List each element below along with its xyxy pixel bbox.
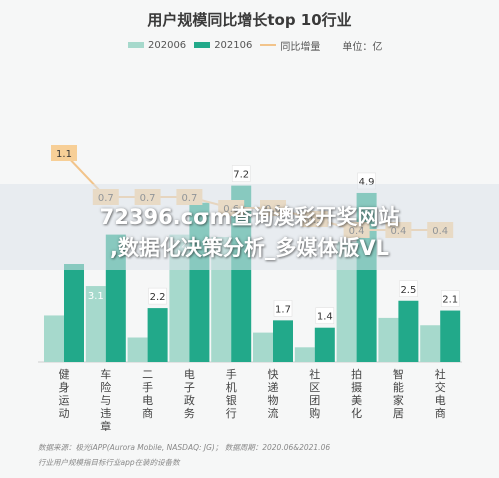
watermark-text-line2: ,数据化决策分析_多媒体版VL: [109, 236, 390, 260]
bar-202006-7: [336, 241, 357, 362]
category-label-5-0: 快: [268, 368, 279, 381]
unit-label: 单位：亿: [342, 41, 383, 53]
category-label-1-2: 与: [100, 394, 111, 407]
category-label-2-3: 商: [142, 406, 153, 420]
legend-label-growth: 同比增量: [280, 41, 321, 53]
legend-swatch-202106: [194, 42, 211, 48]
category-label-1-0: 车: [100, 367, 111, 381]
category-label-5-1: 递: [268, 380, 279, 394]
category-label-7-1: 摄: [351, 380, 362, 394]
bar-202106-5: [273, 320, 293, 362]
bar-label-bg-202106-9: [440, 290, 460, 307]
category-label-6-1: 区: [309, 381, 320, 394]
category-label-9-2: 电: [435, 394, 446, 407]
category-label-8-2: 家: [393, 393, 404, 407]
category-label-3-0: 电: [184, 368, 195, 381]
category-label-7-3: 化: [351, 406, 362, 420]
bar-label-bg-202106-5: [273, 300, 293, 317]
bar-202006-6: [294, 347, 315, 362]
watermark-text-line1: 72396.cσm查询澳彩开奖网站: [99, 205, 400, 229]
category-label-2-0: 二: [142, 368, 153, 381]
category-label-7-0: 拍: [351, 367, 362, 381]
category-label-3-2: 政: [184, 393, 195, 407]
watermark-band: [0, 184, 499, 270]
bar-label-202106-5: 1.7: [275, 304, 291, 315]
category-label-8-3: 居: [393, 407, 404, 420]
bar-label-202106-2: 2.2: [150, 292, 166, 303]
category-label-5-3: 流: [268, 406, 279, 420]
bar-202106-9: [440, 310, 461, 362]
bar-label-202106-8: 2.5: [400, 285, 416, 296]
category-label-0-3: 动: [59, 407, 70, 420]
category-label-4-2: 银: [226, 393, 237, 407]
category-label-1-3: 违: [100, 407, 111, 420]
category-label-3-3: 务: [184, 407, 195, 420]
category-label-8-1: 能: [393, 380, 404, 394]
bar-label-202106-9: 2.1: [442, 295, 458, 306]
category-label-6-3: 购: [309, 406, 320, 420]
bar-202106-6: [314, 327, 335, 362]
bar-202006-2: [127, 337, 148, 362]
category-label-9-0: 社: [435, 367, 446, 381]
bar-label-bg-202106-2: [148, 287, 167, 305]
bar-label-202106-7: 4.9: [359, 177, 375, 188]
category-label-9-3: 商: [435, 406, 446, 420]
legend-label-202006: 202006: [148, 39, 187, 51]
category-label-9-1: 交: [435, 380, 446, 394]
category-label-5-2: 物: [268, 393, 279, 407]
category-label-2-2: 电: [142, 394, 153, 407]
category-label-4-1: 机: [226, 380, 237, 394]
category-label-3-1: 子: [184, 381, 195, 394]
bar-202006-5: [253, 332, 273, 362]
bar-202106-2: [147, 308, 168, 362]
bar-label-bg-202106-6: [315, 307, 335, 324]
bar-202006-1: [85, 286, 106, 362]
legend-swatch-202006: [128, 42, 144, 48]
bar-label-202006-1: 3.1: [88, 291, 104, 302]
bar-label-202106-6: 1.4: [317, 312, 333, 323]
chart-legend: 202006 202106 同比增量 单位：亿: [128, 38, 383, 53]
growth-point-bg-0: [51, 145, 77, 161]
legend-swatch-growth: [260, 44, 277, 46]
source-definition: 行业用户规模指目标行业app在装的设备数: [38, 458, 180, 467]
bar-202106-0: [64, 264, 84, 362]
bar-202006-0: [44, 315, 64, 362]
bar-label-202106-4: 7.2: [233, 170, 249, 181]
bar-202106-8: [398, 300, 419, 362]
legend-label-202106: 202106: [214, 39, 253, 51]
bar-label-bg-202106-8: [399, 280, 418, 297]
category-label-8-0: 智: [393, 367, 404, 381]
category-label-0-1: 身: [59, 380, 70, 394]
category-label-0-0: 健: [59, 368, 70, 381]
bar-202006-9: [420, 325, 441, 362]
legend-item-202006: 202006: [128, 40, 186, 51]
category-label-1-1: 险: [100, 380, 111, 394]
bar-label-bg-202106-4: [231, 165, 251, 182]
category-label-4-3: 行: [226, 407, 237, 420]
category-label-6-2: 团: [309, 394, 320, 407]
source-note: 数据来源：极光iAPP(Aurora Mobile, NASDAQ: JG)； …: [38, 443, 331, 452]
legend-item-growth: 同比增量: [260, 38, 320, 53]
growth-label-0: 1.1: [56, 149, 72, 160]
category-label-0-2: 运: [59, 394, 70, 407]
bar-202006-8: [378, 317, 399, 362]
category-label-1-4: 章: [100, 419, 111, 433]
category-label-7-2: 美: [351, 394, 362, 407]
legend-item-202106: 202106: [194, 40, 252, 51]
category-label-4-0: 手: [226, 367, 237, 381]
chart-title: 用户规模同比增长top 10行业: [147, 11, 352, 29]
category-label-6-0: 社: [309, 367, 320, 381]
category-label-2-1: 手: [142, 380, 153, 394]
